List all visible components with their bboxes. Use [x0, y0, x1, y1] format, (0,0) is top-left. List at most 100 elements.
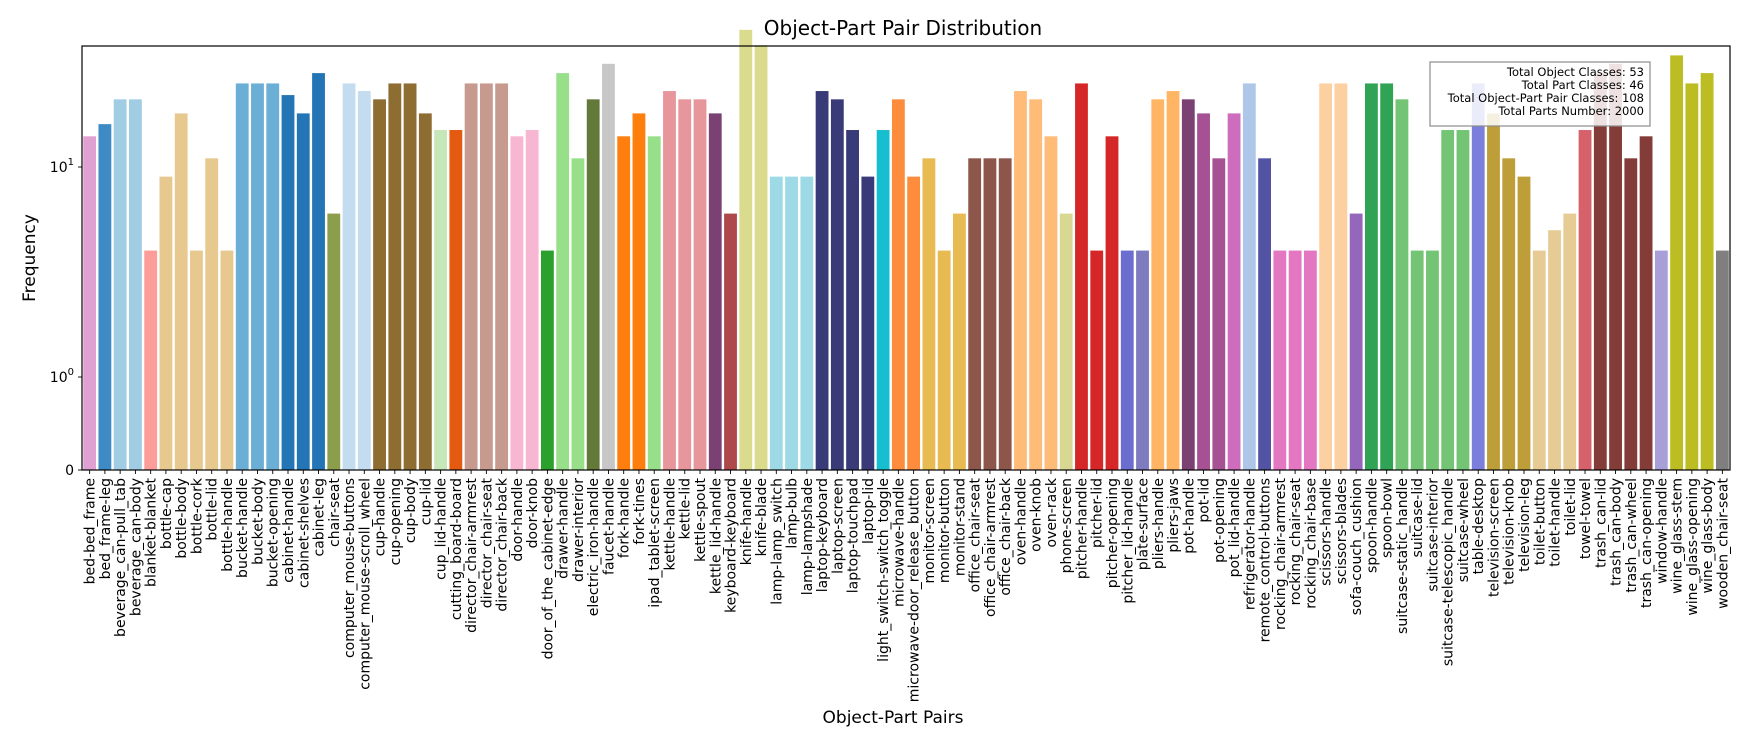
x-tick-label: cup-body	[403, 478, 419, 543]
x-tick-label: bucket-body	[250, 478, 266, 565]
x-tick-label: cabinet-leg	[312, 478, 328, 556]
bar-scissors-blades	[1334, 83, 1348, 471]
bar-cabinet-shelves	[296, 113, 310, 470]
x-tick-label: television-knob	[1502, 478, 1518, 585]
bar-kettle-spout	[693, 99, 707, 470]
bar-pitcher-opening	[1105, 136, 1119, 470]
x-tick-label: plate-surface	[1136, 478, 1152, 570]
bar-wine-glass-body	[1700, 73, 1714, 470]
stats-legend: Total Object Classes: 53 Total Part Clas…	[1429, 61, 1651, 127]
y-tick-label: 0	[65, 463, 74, 479]
bar-towel-towel	[1578, 130, 1592, 470]
bar-trash-can-body	[1609, 63, 1622, 471]
x-tick-label: oven-handle	[1013, 478, 1029, 565]
x-tick-label: scissors-blades	[1334, 478, 1350, 584]
bar-office-chair-armrest	[983, 158, 997, 470]
bar-laptop-keyboard	[815, 91, 829, 470]
bar-television-leg	[1517, 176, 1531, 471]
x-tick-label: faucet-handle	[601, 478, 617, 575]
bar-monitor-stand	[953, 213, 966, 470]
stat-object-classes: Total Object Classes: 53	[1506, 65, 1644, 79]
x-tick-label: trash_can-body	[1609, 478, 1625, 586]
bar-bottle-cap	[159, 176, 173, 471]
bar-wine-glass-stem	[1670, 55, 1683, 470]
bar-electric-iron-handle	[586, 99, 600, 470]
x-tick-label: bed_frame-leg	[98, 478, 114, 579]
bar-kettle-handle	[663, 91, 676, 470]
bar-rocking-chair-base	[1303, 250, 1317, 470]
x-tick-label: wooden_chair-seat	[1715, 477, 1731, 608]
x-tick-label: office_chair-armrest	[983, 477, 999, 616]
bar-suitcase-wheel	[1456, 130, 1470, 470]
bar-bottle-handle	[220, 250, 234, 470]
x-axis-label: Object-Part Pairs	[823, 708, 964, 728]
bar-director-chair-armrest	[464, 83, 478, 471]
x-tick-label: bottle-cork	[189, 477, 205, 554]
x-tick-label: door-knob	[525, 478, 541, 548]
bar-pitcher-lid	[1090, 250, 1104, 470]
x-tick-label: monitor-button	[937, 478, 953, 583]
bar-lamp-lamp-switch	[769, 176, 783, 471]
x-tick-label: laptop-touchpad	[846, 478, 862, 593]
x-tick-label: bed-bed_frame	[83, 478, 99, 584]
bar-ipad-tablet-screen	[647, 136, 661, 470]
bar-pliers-jaws	[1166, 91, 1180, 470]
x-tick-label: toilet-lid	[1563, 478, 1579, 536]
bar-office-chair-seat	[968, 158, 982, 470]
x-tick-label: pitcher-lid	[1090, 478, 1106, 548]
bar-office-chair-back	[998, 158, 1012, 470]
x-tick-label: kettle-lid	[678, 478, 694, 539]
bar-trash-can-wheel	[1624, 158, 1638, 470]
bar-director-chair-seat	[479, 83, 493, 471]
x-tick-label: laptop-keyboard	[815, 478, 831, 592]
x-tick-label: beverage_can-body	[128, 478, 144, 616]
x-tick-label: phone-screen	[1059, 478, 1075, 573]
bar-cabinet-leg	[312, 73, 325, 470]
bar-laptop-touchpad	[846, 130, 859, 470]
x-tick-label: wine_glass-body	[1700, 478, 1716, 593]
bar-wooden-chair-seat	[1715, 250, 1729, 470]
bar-rocking-chair-seat	[1288, 250, 1302, 470]
bar-lamp-bulb	[785, 176, 798, 471]
x-tick-label: ipad_tablet-screen	[647, 478, 663, 608]
x-tick-label: toilet-button	[1532, 478, 1548, 565]
x-tick-label: suitcase-wheel	[1456, 478, 1472, 582]
x-tick-label: bucket-opening	[266, 478, 282, 587]
x-tick-label: pliers-handle	[1151, 478, 1167, 569]
bar-door-of-the-cabinet-edge	[541, 250, 554, 470]
bar-beverage-can-pull-tab	[113, 99, 127, 470]
x-tick-label: suitcase-interior	[1425, 478, 1441, 592]
bar-television-knob	[1502, 158, 1516, 470]
bar-bucket-body	[251, 83, 264, 471]
x-tick-label: laptop-lid	[861, 478, 877, 544]
x-tick-label: fork-tines	[632, 478, 648, 545]
x-tick-label: spoon-handle	[1364, 478, 1380, 573]
x-tick-label: computer_mouse-buttons	[342, 478, 358, 658]
bar-blanket-blanket	[144, 250, 158, 470]
bar-pitcher-handle	[1075, 83, 1088, 471]
plot-frame	[81, 45, 1731, 471]
bar-plate-surface	[1136, 250, 1149, 470]
x-tick-label: television-leg	[1517, 478, 1533, 572]
x-tick-label: director_chair-back	[495, 477, 511, 611]
x-tick-label: bottle-handle	[220, 478, 236, 572]
x-tick-label: bottle-body	[174, 478, 190, 559]
x-tick-label: television-screen	[1486, 478, 1502, 597]
x-tick-label: office_chair-back	[998, 477, 1014, 596]
bar-light-switch-switch-toggle	[876, 130, 890, 470]
x-tick-label: kettle-spout	[693, 478, 709, 562]
bar-drawer-interior	[571, 158, 585, 470]
x-tick-label: director_chair-seat	[479, 477, 495, 608]
bar-scissors-handle	[1319, 83, 1333, 471]
x-tick-label: kettle_lid-handle	[708, 478, 724, 594]
bar-keyboard-keyboard	[724, 213, 737, 470]
x-tick-label: spoon-bowl	[1380, 478, 1396, 558]
bar-bottle-lid	[205, 158, 219, 470]
bar-suitcase-telescopic-handle	[1441, 130, 1455, 470]
bar-spoon-bowl	[1380, 83, 1394, 471]
x-tick-label: trash_can-lid	[1593, 478, 1609, 568]
x-tick-label: cup-opening	[388, 478, 404, 565]
bar-chair-seat	[327, 213, 341, 470]
x-tick-label: pitcher_lid-handle	[1120, 478, 1136, 604]
